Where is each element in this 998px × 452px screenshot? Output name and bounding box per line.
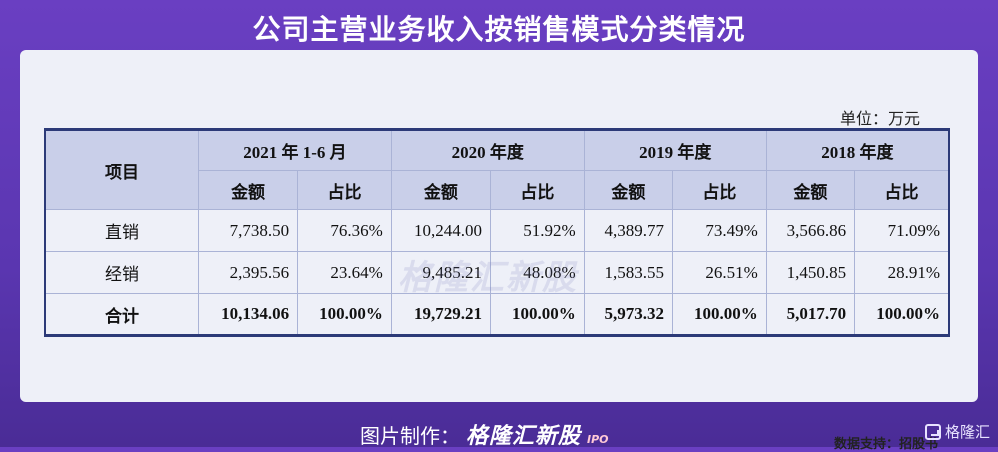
amount-cell: 3,566.86 (765, 209, 856, 252)
share-cell: 100.00% (854, 293, 950, 337)
logo-text: 格隆汇 (944, 423, 990, 441)
header-period: 2020 年度 (390, 129, 585, 171)
header-share: 占比 (854, 170, 950, 210)
credit-label: 图片制作： (360, 424, 460, 448)
footer: 图片制作： 格隆汇新股 IPO 格隆汇 (0, 409, 998, 450)
amount-cell: 5,017.70 (765, 293, 856, 337)
logo-icon (924, 423, 941, 440)
share-cell: 26.51% (672, 251, 767, 294)
table-row: 经销 2,395.56 23.64% 9,485.21 48.08% 1,583… (44, 251, 950, 294)
row-label: 合计 (44, 293, 199, 337)
share-cell: 51.92% (489, 209, 585, 252)
header-period: 2019 年度 (583, 129, 767, 171)
row-label: 经销 (44, 251, 199, 294)
header-amount: 金额 (197, 170, 299, 210)
brand-name: 格隆汇新股 (466, 424, 582, 449)
amount-cell: 19,729.21 (390, 293, 491, 337)
sales-mode-table: 项目 2021 年 1-6 月 2020 年度 2019 年度 2018 年度 … (44, 128, 950, 337)
share-cell: 73.49% (672, 209, 767, 252)
amount-cell: 4,389.77 (583, 209, 674, 252)
table-row: 直销 7,738.50 76.36% 10,244.00 51.92% 4,38… (44, 209, 950, 252)
share-cell: 23.64% (297, 251, 392, 294)
amount-cell: 9,485.21 (390, 251, 491, 294)
share-cell: 28.91% (854, 251, 950, 294)
share-cell: 48.08% (489, 251, 585, 294)
table-row-total: 合计 10,134.06 100.00% 19,729.21 100.00% 5… (44, 293, 950, 337)
credit: 图片制作： 格隆汇新股 IPO (360, 418, 609, 450)
header-amount: 金额 (583, 170, 674, 210)
amount-cell: 1,583.55 (583, 251, 674, 294)
share-cell: 100.00% (489, 293, 585, 337)
unit-label: 单位：万元 (839, 111, 920, 128)
amount-cell: 5,973.32 (583, 293, 674, 337)
amount-cell: 7,738.50 (197, 209, 299, 252)
share-cell: 76.36% (297, 209, 392, 252)
header-amount: 金额 (390, 170, 491, 210)
amount-cell: 2,395.56 (197, 251, 299, 294)
brand-sub: IPO (587, 433, 609, 446)
header-share: 占比 (489, 170, 585, 210)
amount-cell: 10,134.06 (197, 293, 299, 337)
header-amount: 金额 (765, 170, 856, 210)
row-label: 直销 (44, 209, 199, 252)
header-share: 占比 (672, 170, 767, 210)
amount-cell: 10,244.00 (390, 209, 491, 252)
table-card: 单位：万元 项目 2021 年 1-6 月 2020 年度 2019 年度 20… (20, 50, 978, 452)
page-title: 公司主营业务收入按销售模式分类情况 (252, 13, 746, 46)
share-cell: 100.00% (297, 293, 392, 337)
header-share: 占比 (297, 170, 392, 210)
header-period: 2021 年 1-6 月 (198, 129, 392, 171)
logo: 格隆汇 (924, 421, 990, 442)
header-item: 项目 (44, 129, 199, 210)
share-cell: 71.09% (854, 209, 950, 252)
share-cell: 100.00% (672, 293, 767, 337)
amount-cell: 1,450.85 (765, 251, 856, 294)
header-period: 2018 年度 (765, 129, 950, 171)
